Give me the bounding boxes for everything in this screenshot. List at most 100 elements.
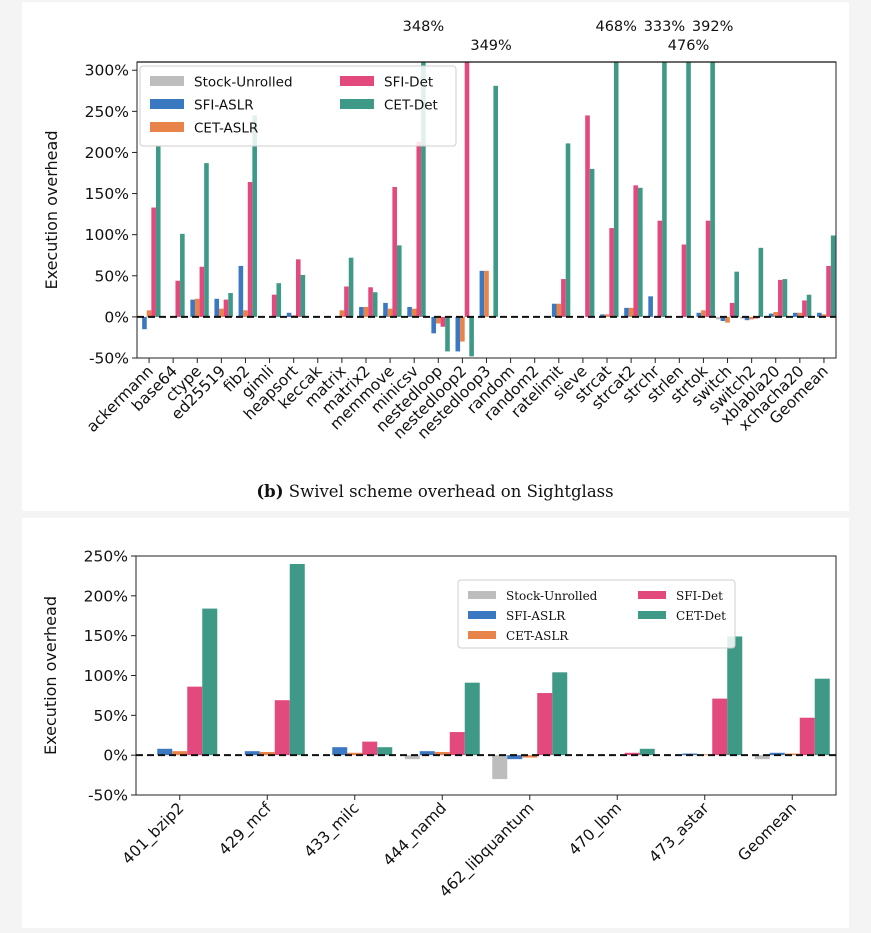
spec-bar-sfi-det-401_bzip2 bbox=[187, 686, 203, 756]
sightglass-bar-sfi-det-geomean bbox=[826, 265, 831, 317]
sightglass-bar-sfi-aslr-matrix2 bbox=[359, 307, 364, 317]
spec-y-tick-label: -50% bbox=[88, 787, 128, 805]
sightglass-bar-cet-det-strtok bbox=[710, 62, 715, 317]
sightglass-bar-cet-det-xblabla20 bbox=[782, 279, 788, 317]
sightglass-bar-sfi-aslr-nestedloop bbox=[431, 316, 436, 334]
spec-bar-sfi-det-473_astar bbox=[712, 698, 728, 756]
sightglass-bar-cet-det-ctype bbox=[204, 163, 209, 317]
spec-bar-cet-aslr-429_mcf bbox=[259, 751, 275, 756]
spec-bar-cet-det-444_namd bbox=[464, 682, 480, 756]
spec-legend-label-sfi-det: SFI-Det bbox=[676, 589, 723, 603]
sightglass-bar-cet-det-ed25519 bbox=[228, 293, 233, 317]
spec-bar-sfi-aslr-462_libquantum bbox=[507, 755, 523, 760]
spec-bar-sfi-det-462_libquantum bbox=[537, 693, 553, 756]
sightglass-bar-sfi-det-ackermann bbox=[151, 207, 156, 317]
sightglass-bar-cet-aslr-fib2 bbox=[243, 310, 248, 317]
sightglass-bar-stock-unrolled-switch bbox=[716, 316, 721, 320]
spec-x-tick-label-401_bzip2: 401_bzip2 bbox=[119, 799, 189, 869]
sightglass-legend-swatch-sfi-aslr bbox=[150, 99, 184, 109]
sightglass-bar-cet-det-matrix2 bbox=[372, 292, 378, 317]
spec-x-tick-label-429_mcf: 429_mcf bbox=[215, 799, 276, 860]
sightglass-y-tick-label: 250% bbox=[85, 103, 129, 121]
sightglass-overflow-label: 333% bbox=[644, 19, 685, 35]
spec-chart: -50% 0% 50% 100% 150% 200% 250% Execution overh… bbox=[41, 548, 837, 901]
sightglass-bar-sfi-aslr-memmove bbox=[383, 302, 388, 317]
sightglass-overflow-label: 468% bbox=[595, 19, 636, 35]
sightglass-bar-cet-aslr-strtok bbox=[701, 310, 706, 317]
spec-bars bbox=[157, 563, 830, 780]
spec-bar-stock-unrolled-462_libquantum bbox=[492, 755, 508, 780]
spec-bar-stock-unrolled-444_namd bbox=[404, 755, 420, 760]
sightglass-bar-cet-det-fib2 bbox=[252, 115, 257, 317]
sightglass-bar-sfi-aslr-strcat2 bbox=[624, 307, 629, 317]
caption-label: (b) bbox=[256, 482, 283, 501]
spec-bar-cet-det-470_lbm bbox=[639, 748, 655, 756]
spec-bar-cet-aslr-462_libquantum bbox=[522, 755, 538, 758]
sightglass-bar-cet-aslr-xblabla20 bbox=[773, 311, 779, 317]
sightglass-bar-sfi-det-strcat bbox=[609, 228, 614, 317]
sightglass-bar-sfi-det-base64 bbox=[175, 280, 181, 317]
sightglass-legend-box bbox=[139, 65, 457, 147]
spec-x-tick-label-geomean: Geomean bbox=[734, 799, 800, 865]
caption-text: Swivel scheme overhead on Sightglass bbox=[284, 482, 614, 501]
sightglass-bar-sfi-aslr-strchr bbox=[648, 296, 653, 317]
spec-y-tick-label: 100% bbox=[84, 667, 128, 685]
sightglass-bar-sfi-det-strlen bbox=[681, 244, 687, 317]
sightglass-bar-cet-det-nestedloop2 bbox=[469, 316, 474, 357]
sightglass-bar-sfi-det-strtok bbox=[705, 220, 711, 317]
spec-legend: Stock-Unrolled SFI-ASLR CET-ASLR SFI-Det CET… bbox=[457, 579, 736, 649]
sightglass-y-tick-label: 0% bbox=[104, 308, 129, 326]
spec-bar-sfi-det-433_milc bbox=[362, 741, 378, 756]
sightglass-bar-sfi-aslr-switch2 bbox=[744, 316, 750, 321]
sightglass-bar-sfi-aslr-switch bbox=[720, 316, 726, 321]
spec-legend-label-sfi-aslr: SFI-ASLR bbox=[506, 609, 566, 623]
sightglass-y-tick-label: 200% bbox=[85, 144, 129, 162]
sightglass-bar-sfi-det-strcat2 bbox=[633, 185, 639, 317]
spec-legend-swatch-stock-unrolled bbox=[468, 591, 496, 599]
sightglass-legend-label-cet-det: CET-Det bbox=[384, 98, 438, 114]
sightglass-bar-cet-det-heapsort bbox=[300, 274, 306, 317]
sightglass-legend-label-sfi-aslr: SFI-ASLR bbox=[194, 98, 254, 114]
spec-x-tick-label-462_libquantum: 462_libquantum bbox=[436, 799, 538, 901]
sightglass-bar-cet-aslr-nestedloop2 bbox=[460, 316, 465, 342]
spec-legend-label-stock-unrolled: Stock-Unrolled bbox=[506, 589, 598, 603]
spec-bar-cet-aslr-433_milc bbox=[347, 752, 363, 756]
spec-legend-label-cet-det: CET-Det bbox=[676, 609, 726, 623]
sightglass-bar-cet-aslr-memmove bbox=[387, 308, 393, 317]
sightglass-bar-cet-det-switch2 bbox=[758, 247, 764, 317]
sightglass-bar-cet-det-strcat2 bbox=[638, 187, 643, 317]
sightglass-bar-sfi-aslr-ratelimit bbox=[551, 303, 557, 317]
sightglass-bar-sfi-det-strchr bbox=[657, 220, 663, 317]
sightglass-overflow-label: 476% bbox=[668, 38, 709, 54]
sightglass-bar-cet-aslr-strcat bbox=[604, 314, 610, 317]
sightglass-bar-sfi-det-nestedloop bbox=[440, 316, 446, 327]
sightglass-bar-cet-det-switch bbox=[734, 271, 740, 317]
sightglass-bar-cet-aslr-minicsv bbox=[411, 308, 417, 317]
sightglass-bar-cet-aslr-switch2 bbox=[749, 316, 754, 320]
sightglass-bar-sfi-aslr-geomean bbox=[817, 312, 822, 317]
spec-bar-sfi-aslr-433_milc bbox=[332, 747, 348, 756]
spec-bar-cet-det-473_astar bbox=[727, 636, 743, 756]
sightglass-bar-cet-det-memmove bbox=[396, 245, 402, 317]
spec-bar-sfi-det-429_mcf bbox=[274, 700, 290, 756]
sightglass-bar-cet-det-ratelimit bbox=[565, 143, 571, 317]
sightglass-bar-cet-aslr-matrix2 bbox=[363, 307, 369, 317]
sightglass-bar-cet-det-sieve bbox=[589, 168, 595, 317]
spec-bar-sfi-aslr-444_namd bbox=[419, 751, 435, 756]
sightglass-bar-cet-det-strlen bbox=[686, 62, 691, 317]
spec-x-tick-label-433_milc: 433_milc bbox=[301, 799, 364, 862]
sightglass-bar-sfi-det-memmove bbox=[392, 186, 397, 317]
sightglass-bar-sfi-det-ctype bbox=[199, 266, 205, 317]
sightglass-bar-sfi-det-heapsort bbox=[295, 259, 301, 317]
sightglass-bar-sfi-det-xchacha20 bbox=[802, 300, 807, 317]
sightglass-bar-sfi-aslr-nestedloop2 bbox=[455, 316, 461, 352]
sightglass-bar-cet-aslr-strcat2 bbox=[628, 307, 634, 317]
sightglass-bar-sfi-aslr-xchacha20 bbox=[792, 312, 798, 317]
sightglass-legend-swatch-cet-aslr bbox=[150, 122, 184, 132]
spec-y-axis-label: Execution overhead bbox=[41, 596, 60, 755]
spec-legend-swatch-sfi-det bbox=[638, 591, 666, 599]
sightglass-bar-sfi-aslr-ed25519 bbox=[214, 298, 220, 317]
sightglass-bar-cet-det-xchacha20 bbox=[806, 294, 812, 317]
sightglass-bar-sfi-aslr-fib2 bbox=[238, 265, 244, 317]
sightglass-bar-sfi-det-ratelimit bbox=[561, 279, 566, 317]
